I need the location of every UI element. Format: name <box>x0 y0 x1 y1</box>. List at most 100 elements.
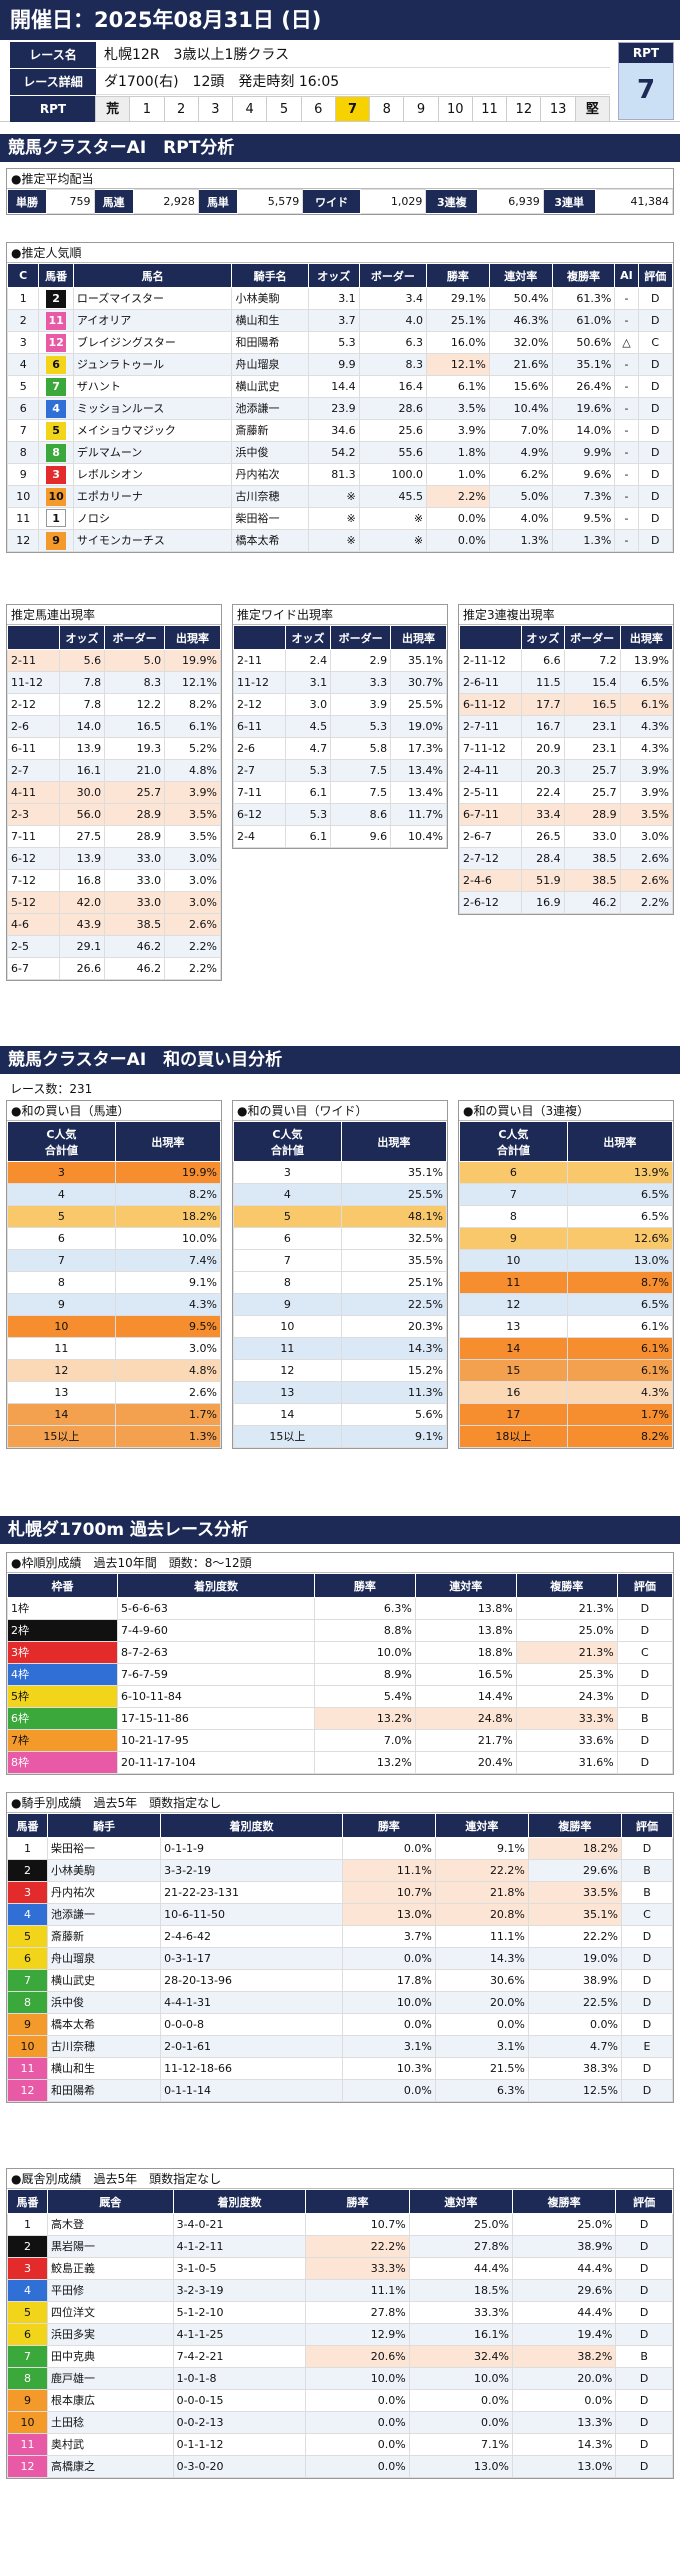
trainer-cell: D <box>615 2301 673 2324</box>
trainer-cell: 8 <box>7 2367 48 2390</box>
page-header: 開催日：2025年08月31日 (日) <box>0 0 680 40</box>
jockey-cell: 11.1% <box>434 1925 529 1948</box>
pop-cell: 16.4 <box>358 375 428 398</box>
pop-cell: 28.6 <box>358 397 428 420</box>
trainer-cell: 32.4% <box>408 2345 513 2368</box>
trainer-cell: 0.0% <box>305 2411 410 2434</box>
trainer-cell: 平田修 <box>47 2279 174 2302</box>
sanren-cell: 38.5 <box>563 869 621 892</box>
table-row: 6 舟山瑠泉 0-3-1-17 0.0% 14.3% 19.0% D <box>7 1947 674 1970</box>
sum_wide-cell: 6 <box>233 1227 342 1250</box>
trainer-cell: D <box>615 2455 673 2478</box>
table-row: 11 3.0% <box>7 1337 222 1360</box>
pop-cell: - <box>614 485 639 508</box>
table-row: 13 6.1% <box>459 1315 674 1338</box>
jockey-cell: 3.1% <box>434 2035 529 2058</box>
sum_wide-cell: 22.5% <box>340 1293 448 1316</box>
waku-cell: 13.8% <box>414 1597 517 1620</box>
pop-cell: エポカリーナ <box>72 485 233 508</box>
table-row: 15以上 9.1% <box>233 1425 448 1448</box>
trainer-cell: 0-0-2-13 <box>172 2411 307 2434</box>
pop-cell: 0.0% <box>426 529 490 552</box>
rpt-label: RPT <box>10 96 96 122</box>
jockey-cell: 38.3% <box>527 2057 622 2080</box>
jockey-cell: 33.5% <box>527 1881 622 1904</box>
sum_sanren-cell: 6.1% <box>566 1337 674 1360</box>
jockey-cell: E <box>620 2035 674 2058</box>
sanren-header: 出現率 <box>619 625 674 650</box>
jockey-header: 着別度数 <box>160 1813 343 1838</box>
pop-cell: 12 <box>38 331 74 354</box>
pop-cell: D <box>637 353 674 376</box>
sanren-cell: 2.6% <box>619 847 674 870</box>
table-row: 8枠 20-11-17-104 13.2% 20.4% 31.6% D <box>7 1751 674 1774</box>
section-sum-title: 競馬クラスターAI 和の買い目分析 <box>0 1046 680 1074</box>
pop-cell: 8.3 <box>358 353 428 376</box>
jockey-cell: 0-0-0-8 <box>160 2013 343 2036</box>
pop-cell: - <box>614 441 639 464</box>
waku-cell: 13.2% <box>313 1707 416 1730</box>
table-row: 6枠 17-15-11-86 13.2% 24.8% 33.3% B <box>7 1707 674 1730</box>
jockey-header: 勝率 <box>341 1813 436 1838</box>
jockey-cell: 橋本太希 <box>46 2013 162 2036</box>
jockey-header: 複勝率 <box>527 1813 622 1838</box>
pop-header: C <box>6 263 40 288</box>
table-row: 14 1.7% <box>7 1403 222 1426</box>
jockey-header: 連対率 <box>434 1813 529 1838</box>
race-count: レース数：231 <box>10 1082 93 1096</box>
horse-number-badge: 9 <box>46 531 67 550</box>
trainer-cell: 根本康広 <box>47 2389 174 2412</box>
payout-label: 3連単 <box>542 189 596 214</box>
jockey-cell: 14.3% <box>434 1947 529 1970</box>
pop-cell: 小林美駒 <box>231 287 309 310</box>
payout-label: ワイド <box>302 189 361 214</box>
waku-cell: C <box>616 1641 674 1664</box>
pop-cell: メイショウマジック <box>72 419 233 442</box>
table-row: 11-12 7.8 8.3 12.1% <box>7 671 221 694</box>
jockey-cell: C <box>620 1903 674 1926</box>
table-row: 3 12 ブレイジングスター 和田陽希 5.3 6.3 16.0% 32.0% 50.6% △ C <box>6 331 674 354</box>
horse-number-badge: 7 <box>46 377 67 396</box>
sum_wide-cell: 5.6% <box>340 1403 448 1426</box>
jockey-cell: 11-12-18-66 <box>160 2057 343 2080</box>
jockey-cell: 38.9% <box>527 1969 622 1992</box>
pop-cell: 11 <box>38 309 74 332</box>
pop-cell: 7.3% <box>551 485 616 508</box>
table-row: 5 48.1% <box>233 1205 448 1228</box>
sanren-cell: 2-5-11 <box>458 781 523 804</box>
table-row: 12 和田陽希 0-1-1-14 0.0% 6.3% 12.5% D <box>7 2079 674 2102</box>
sum_sanren-cell: 12.6% <box>566 1227 674 1250</box>
trainer-header: 厩舎 <box>47 2189 174 2214</box>
trainer-cell: 3-2-3-19 <box>172 2279 307 2302</box>
pop-cell: ローズマイスター <box>72 287 233 310</box>
jockey-cell: 柴田裕一 <box>46 1837 162 1860</box>
pop-cell: 3 <box>38 463 74 486</box>
trainer-cell: 0.0% <box>305 2455 410 2478</box>
waku-cell: 21.3% <box>515 1597 618 1620</box>
waku-cell: 3枠 <box>7 1641 118 1664</box>
table-row: 16 4.3% <box>459 1381 674 1404</box>
pop-cell: D <box>637 287 674 310</box>
waku-cell: 8.8% <box>313 1619 416 1642</box>
jockey-cell: 古川奈穂 <box>46 2035 162 2058</box>
rpt-badge-label: RPT <box>619 43 673 63</box>
jockey-cell: 0.0% <box>341 2079 436 2102</box>
sum_sanren-cell: 6 <box>459 1161 568 1184</box>
payout-label: 3連複 <box>425 189 479 214</box>
pop-cell: 1.3% <box>551 529 616 552</box>
sanren-cell: 17.7 <box>521 693 565 716</box>
rpt-step: 3 <box>197 96 234 122</box>
waku-cell: 5-6-6-63 <box>117 1597 315 1620</box>
sanren-cell: 25.7 <box>563 759 621 782</box>
jockey-cell: 12.5% <box>527 2079 622 2102</box>
rpt-scale: 荒 1 2 3 4 5 6 7 8 9 10 11 12 13 堅 <box>95 96 610 122</box>
jockey-cell: B <box>620 1881 674 1904</box>
pop-header: 勝率 <box>426 263 490 288</box>
rpt-step: 11 <box>471 96 508 122</box>
waku-cell: 33.6% <box>515 1729 618 1752</box>
waku-cell: 6枠 <box>7 1707 118 1730</box>
table-row: 11 奥村武 0-1-1-12 0.0% 7.1% 14.3% D <box>7 2433 673 2456</box>
jockey-header-row: 馬番 騎手 着別度数 勝率 連対率 複勝率 評価 <box>7 1813 674 1838</box>
rpt-step: 1 <box>129 96 165 122</box>
pop-cell: - <box>614 309 639 332</box>
